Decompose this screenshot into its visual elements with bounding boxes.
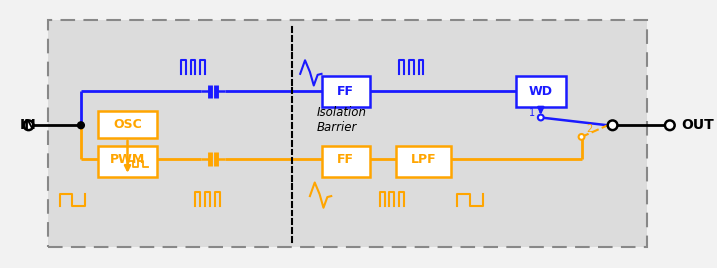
Text: 2: 2 [587, 124, 593, 134]
Text: WD: WD [528, 85, 553, 98]
Text: FF: FF [337, 85, 354, 98]
Bar [321, 146, 370, 177]
Circle shape [608, 120, 617, 130]
Bar [516, 76, 566, 107]
Text: LPF: LPF [411, 153, 436, 166]
Bar [98, 111, 156, 138]
Circle shape [24, 120, 34, 130]
Text: 1: 1 [529, 108, 535, 118]
Text: OUT: OUT [681, 118, 714, 132]
Circle shape [579, 134, 584, 140]
Circle shape [665, 120, 675, 130]
Text: OSC: OSC [113, 118, 142, 131]
Circle shape [77, 122, 85, 129]
Text: IN: IN [20, 118, 37, 132]
Bar [48, 20, 647, 247]
Text: FF: FF [337, 153, 354, 166]
Text: Isolation
Barrier: Isolation Barrier [317, 106, 366, 135]
Bar [397, 146, 450, 177]
Bar [98, 146, 156, 177]
Bar [321, 76, 370, 107]
Text: PWM: PWM [110, 153, 145, 166]
Circle shape [538, 115, 543, 120]
